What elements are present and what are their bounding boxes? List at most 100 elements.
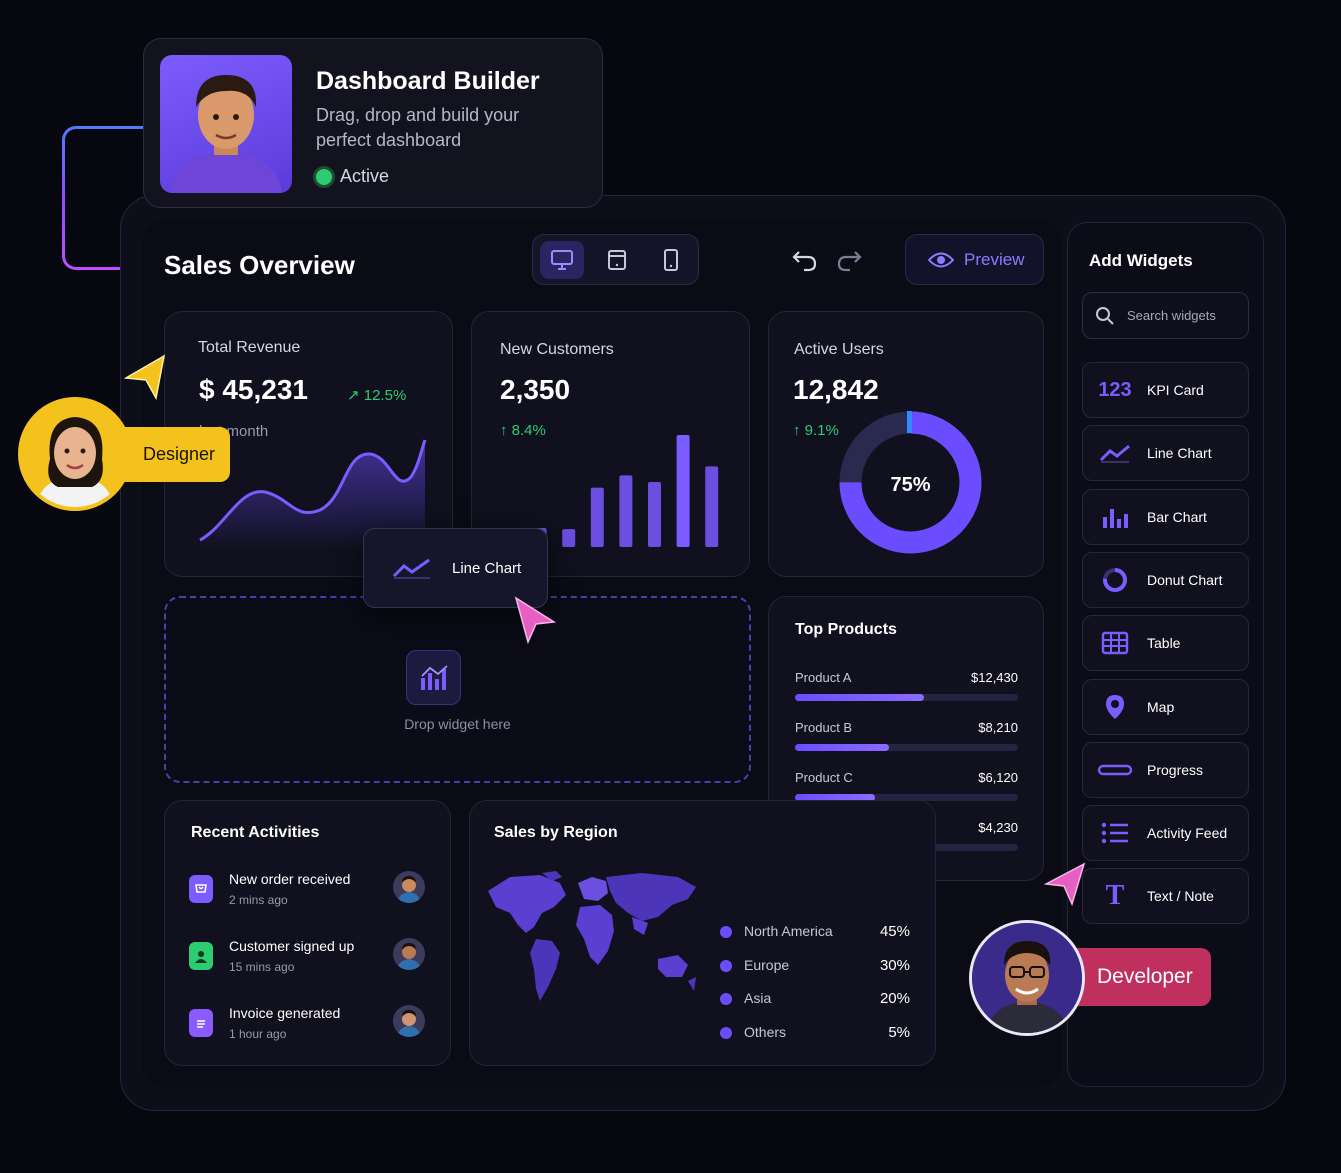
widget-label: Table	[1147, 635, 1181, 652]
dragged-line-chart-widget[interactable]: Line Chart	[363, 528, 548, 608]
activity-item[interactable]: Invoice generated 1 hour ago	[189, 1005, 425, 1055]
tablet-icon	[608, 250, 626, 270]
product-progress-fill	[795, 794, 876, 801]
widget-item[interactable]: T Text / Note	[1082, 868, 1249, 925]
product-row: Product B $8,210	[795, 720, 1018, 751]
users-value: 12,842	[793, 374, 879, 405]
widget-label: Progress	[1147, 761, 1204, 778]
desktop-view-button[interactable]	[540, 241, 584, 279]
cart-icon	[189, 875, 213, 903]
status-dot	[316, 169, 332, 185]
widget-label: Bar Chart	[1147, 508, 1207, 525]
activity-title: Invoice generated	[229, 1005, 341, 1021]
document-icon	[189, 1009, 213, 1037]
drop-zone[interactable]: Drop widget here	[164, 596, 751, 783]
user-icon	[189, 942, 213, 970]
activity-title: New order received	[229, 871, 351, 887]
search-icon	[1096, 306, 1114, 325]
widget-label: Activity Feed	[1147, 825, 1228, 842]
activity-item[interactable]: Customer signed up 15 mins ago	[189, 938, 425, 988]
customers-change: ↑ 8.4%	[500, 422, 546, 439]
redo-icon	[837, 251, 862, 272]
region-value: 30%	[879, 956, 910, 974]
profile-subtitle: Drag, drop and build your perfect dashbo…	[316, 105, 520, 150]
customers-bar	[619, 475, 633, 547]
region-value: 5%	[888, 1023, 910, 1041]
product-value: $8,210	[978, 720, 1018, 735]
device-switcher	[532, 234, 699, 285]
kpi-icon: 123	[1098, 378, 1132, 401]
pink-cursor-icon	[1044, 862, 1086, 906]
revenue-value: $ 45,231	[199, 374, 308, 405]
designer-avatar	[18, 397, 132, 511]
sales-by-region-title: Sales by Region	[494, 824, 618, 841]
widget-label: KPI Card	[1147, 382, 1204, 398]
product-progress-fill	[795, 744, 889, 751]
line-chart-icon	[1083, 443, 1147, 464]
users-donut-chart: 75%	[839, 411, 982, 554]
widget-label: Line Chart	[1147, 445, 1212, 462]
table-icon	[1083, 631, 1147, 655]
region-dot	[720, 926, 732, 938]
revenue-label: Total Revenue	[198, 339, 301, 356]
developer-avatar	[969, 920, 1085, 1036]
widget-item[interactable]: Bar Chart	[1082, 488, 1249, 545]
product-progress-track	[795, 794, 1018, 801]
customers-change-value: 8.4%	[511, 422, 546, 439]
widget-item[interactable]: Activity Feed	[1082, 805, 1249, 862]
redo-button[interactable]	[834, 246, 864, 274]
users-card[interactable]: Active Users 12,842 ↑ 9.1% 75%	[768, 311, 1044, 577]
sales-by-region-card[interactable]: Sales by Region North America 45% Europe 30…	[469, 800, 936, 1066]
world-map	[488, 871, 696, 1001]
activity-item[interactable]: New order received 2 mins ago	[189, 871, 425, 921]
preview-label: Preview	[964, 249, 1025, 269]
region-dot	[720, 993, 732, 1005]
tablet-view-button[interactable]	[595, 241, 639, 279]
product-value: $12,430	[971, 670, 1018, 685]
activity-title: Customer signed up	[229, 938, 355, 954]
undo-icon	[792, 251, 817, 272]
region-name: Europe	[744, 956, 790, 973]
product-row: Product C $6,120	[795, 770, 1018, 801]
mobile-view-button[interactable]	[649, 241, 693, 279]
line-chart-icon	[392, 558, 430, 579]
map-pin-icon	[1083, 693, 1147, 721]
undo-button[interactable]	[790, 246, 820, 274]
product-row: Product A $12,430	[795, 670, 1018, 701]
product-progress-fill	[795, 694, 925, 701]
customers-bar	[705, 466, 719, 547]
eye-icon	[928, 252, 954, 267]
customers-bar	[648, 482, 661, 547]
chip-label: Line Chart	[452, 559, 522, 577]
widget-item[interactable]: Table	[1082, 615, 1249, 672]
activity-avatar	[393, 871, 425, 903]
customers-label: New Customers	[500, 341, 614, 358]
list-icon	[1083, 822, 1147, 844]
pink-cursor-icon	[514, 596, 556, 644]
arrow-up-icon: ↑	[793, 422, 801, 439]
donut-icon	[1083, 566, 1147, 594]
add-widgets-title: Add Widgets	[1089, 251, 1193, 270]
add-widgets-panel: Add Widgets 123 KPI Card Line Chart Bar Cha…	[1067, 222, 1264, 1087]
activity-avatar	[393, 1005, 425, 1037]
users-change: ↑ 9.1%	[793, 422, 839, 439]
widget-item[interactable]: Line Chart	[1082, 425, 1249, 482]
widget-item[interactable]: 123 KPI Card	[1082, 362, 1249, 418]
customers-card[interactable]: New Customers 2,350 ↑ 8.4%	[471, 311, 750, 577]
text-icon: T	[1105, 880, 1125, 912]
desktop-icon	[551, 250, 573, 270]
revenue-change-value: 12.5%	[363, 387, 407, 404]
widget-item[interactable]: Map	[1082, 678, 1249, 735]
product-progress-track	[795, 744, 1018, 751]
widget-item[interactable]: Donut Chart	[1082, 551, 1249, 608]
recent-activities-card[interactable]: Recent Activities New order received 2 mi…	[164, 800, 451, 1066]
arrow-up-icon: ↑	[500, 422, 508, 439]
yellow-cursor-icon	[124, 354, 166, 400]
users-label: Active Users	[794, 341, 884, 358]
search-widgets-input[interactable]	[1127, 308, 1237, 323]
widget-label: Text / Note	[1147, 888, 1214, 905]
drop-widget-icon	[406, 650, 461, 705]
customers-bar	[562, 529, 576, 547]
preview-button[interactable]: Preview	[905, 234, 1044, 285]
widget-item[interactable]: Progress	[1082, 741, 1249, 798]
